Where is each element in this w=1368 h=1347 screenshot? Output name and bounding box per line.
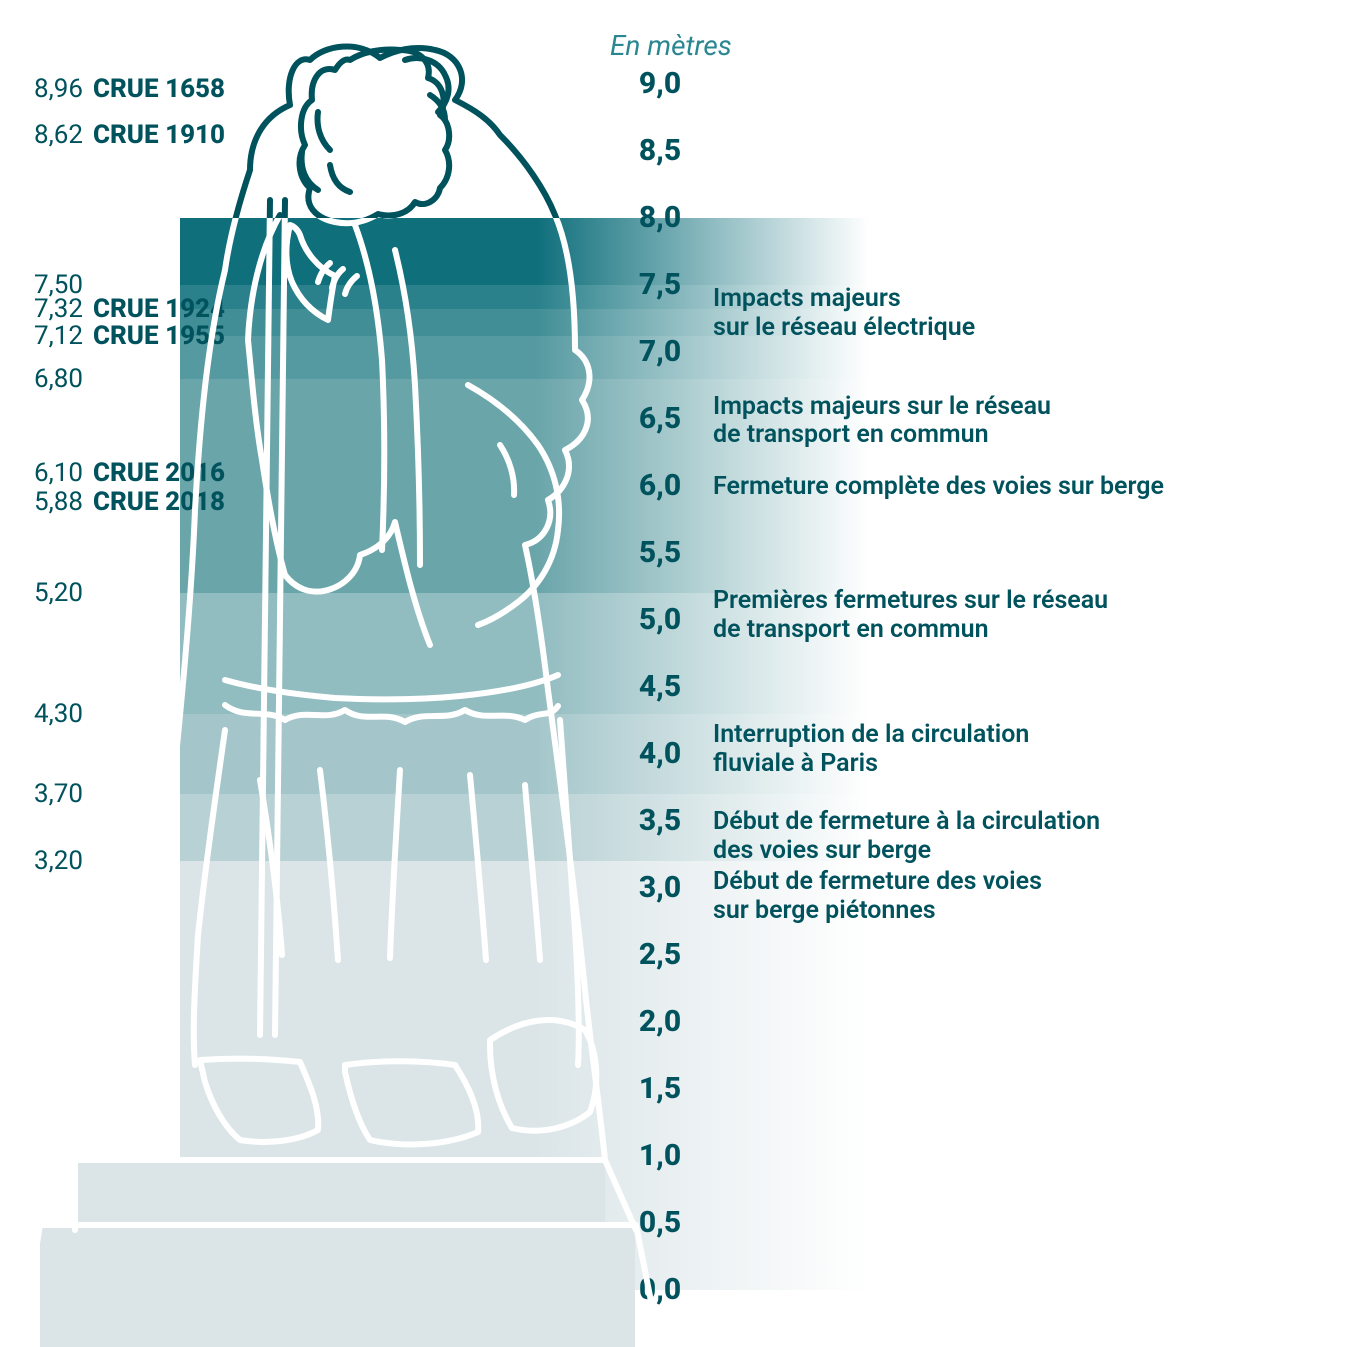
axis-tick: 4,0	[620, 739, 700, 769]
flood-value: 6,80	[34, 364, 83, 394]
flood-entry: 7,12 CRUE 1955	[34, 323, 225, 349]
flood-value: 7,12	[34, 321, 83, 351]
statue-above-water-clip	[0, 0, 1368, 218]
flood-value: 4,30	[34, 699, 83, 729]
flood-entry: 7,32 CRUE 1924	[34, 296, 225, 322]
flood-label: CRUE 1924	[93, 294, 225, 324]
axis-tick: 1,5	[620, 1074, 700, 1104]
flood-value: 5,88	[34, 487, 83, 517]
flood-value: 3,70	[34, 779, 83, 809]
axis-tick: 3,0	[620, 873, 700, 903]
impact-label: Début de fermeture des voiessur berge pi…	[713, 868, 1042, 926]
impact-label: Impacts majeurs sur le réseaude transpor…	[713, 393, 1051, 451]
impact-label: Interruption de la circulationfluviale à…	[713, 721, 1029, 779]
impact-label: Premières fermetures sur le réseaude tra…	[713, 587, 1108, 645]
axis-tick: 1,0	[620, 1141, 700, 1171]
axis-tick: 6,5	[620, 404, 700, 434]
axis-tick: 5,5	[620, 538, 700, 568]
flood-entry: 4,30	[34, 701, 93, 727]
impact-label: Impacts majeurssur le réseau électrique	[713, 285, 975, 343]
axis-tick: 6,0	[620, 471, 700, 501]
zouave-statue-icon	[0, 0, 1368, 218]
flood-entry: 6,80	[34, 366, 93, 392]
water-band	[180, 218, 1368, 285]
flood-entry: 5,20	[34, 580, 93, 606]
flood-entry: 5,88 CRUE 2018	[34, 489, 225, 515]
flood-value: 3,20	[34, 846, 83, 876]
flood-label: CRUE 1955	[93, 321, 225, 351]
axis-tick: 0,5	[620, 1208, 700, 1238]
flood-value: 6,10	[34, 458, 83, 488]
axis-tick: 3,5	[620, 806, 700, 836]
axis-tick: 7,5	[620, 270, 700, 300]
impact-label: Début de fermeture à la circulationdes v…	[713, 808, 1100, 866]
pedestal-block	[40, 1225, 635, 1347]
pedestal-block	[75, 1160, 605, 1230]
axis-tick: 5,0	[620, 605, 700, 635]
flood-value: 7,32	[34, 294, 83, 324]
impact-label: Fermeture complète des voies sur berge	[713, 473, 1164, 502]
flood-label: CRUE 2016	[93, 458, 225, 488]
flood-entry: 3,70	[34, 781, 93, 807]
flood-value: 5,20	[34, 578, 83, 608]
flood-label: CRUE 2018	[93, 487, 225, 517]
axis-tick: 4,5	[620, 672, 700, 702]
flood-entry: 3,20	[34, 848, 93, 874]
axis-tick: 2,5	[620, 940, 700, 970]
axis-tick: 7,0	[620, 337, 700, 367]
axis-tick: 2,0	[620, 1007, 700, 1037]
flood-entry: 6,10 CRUE 2016	[34, 460, 225, 486]
axis-tick: 0,0	[620, 1275, 700, 1305]
flood-level-infographic: En mètres9,08,58,07,57,06,56,05,55,04,54…	[0, 0, 1368, 1347]
